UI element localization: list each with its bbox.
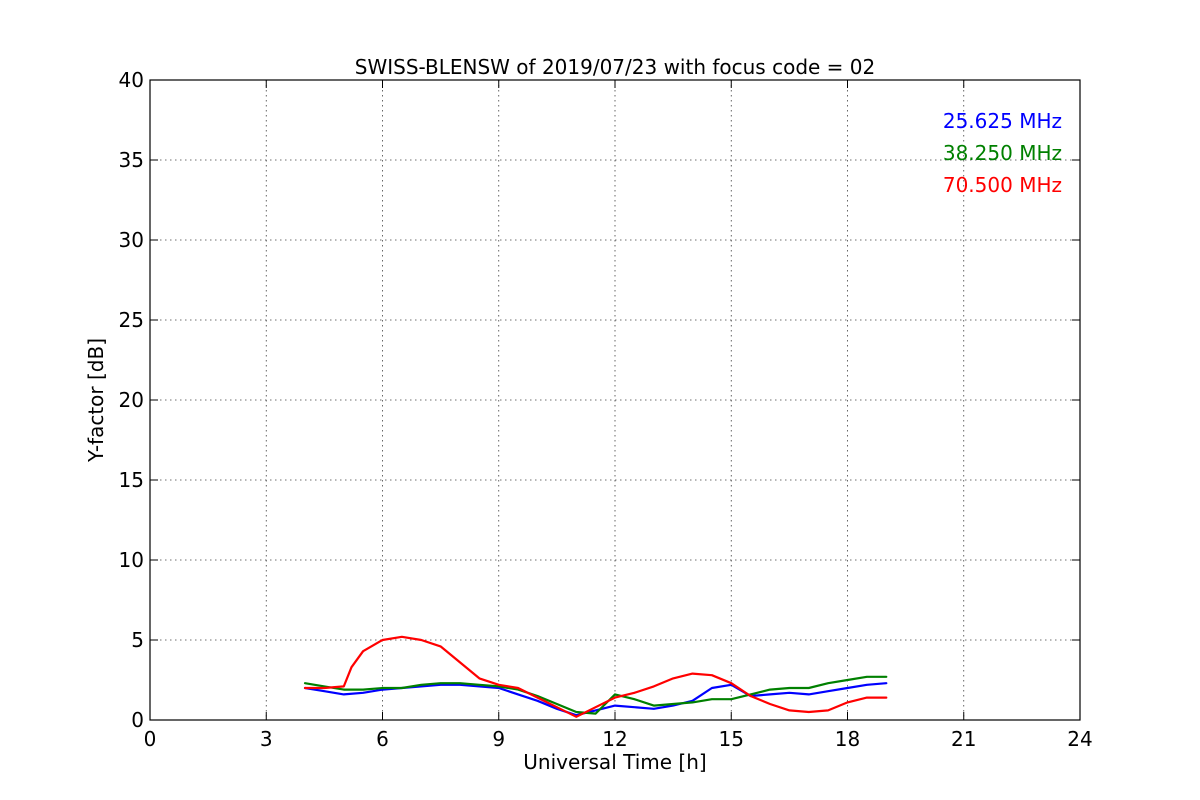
y-tick-label: 10 [119, 548, 144, 572]
y-tick-label: 20 [119, 388, 144, 412]
y-tick-label: 25 [119, 308, 144, 332]
x-axis-label: Universal Time [h] [523, 750, 706, 774]
y-tick-label: 30 [119, 228, 144, 252]
legend-entry-25625: 25.625 MHz [943, 109, 1062, 133]
legend-entry-70500: 70.500 MHz [943, 173, 1062, 197]
y-tick-label: 35 [119, 148, 144, 172]
chart-title: SWISS-BLENSW of 2019/07/23 with focus co… [355, 55, 876, 79]
x-tick-label: 15 [719, 727, 744, 751]
legend: 25.625 MHz 38.250 MHz 70.500 MHz [943, 109, 1062, 197]
grid [149, 79, 1081, 721]
x-tick-label: 0 [144, 727, 157, 751]
series-line-2 [303, 635, 888, 718]
series-layer [303, 635, 888, 718]
series-line-1 [303, 675, 888, 715]
y-tick-label: 0 [131, 708, 144, 732]
axis-ticks [149, 79, 1081, 721]
y-tick-label: 40 [119, 68, 144, 92]
x-tick-label: 3 [260, 727, 273, 751]
x-tick-label: 6 [376, 727, 389, 751]
legend-entry-38250: 38.250 MHz [943, 141, 1062, 165]
y-tick-label: 5 [131, 628, 144, 652]
x-tick-label: 24 [1067, 727, 1092, 751]
y-tick-labels: 0 5 10 15 20 25 30 35 40 [119, 68, 144, 732]
x-tick-label: 18 [835, 727, 860, 751]
x-tick-label: 12 [602, 727, 627, 751]
y-tick-label: 15 [119, 468, 144, 492]
x-tick-label: 21 [951, 727, 976, 751]
x-tick-label: 9 [492, 727, 505, 751]
x-tick-labels: 0 3 6 9 12 15 18 21 24 [144, 727, 1093, 751]
y-axis-label: Y-factor [dB] [84, 338, 108, 463]
